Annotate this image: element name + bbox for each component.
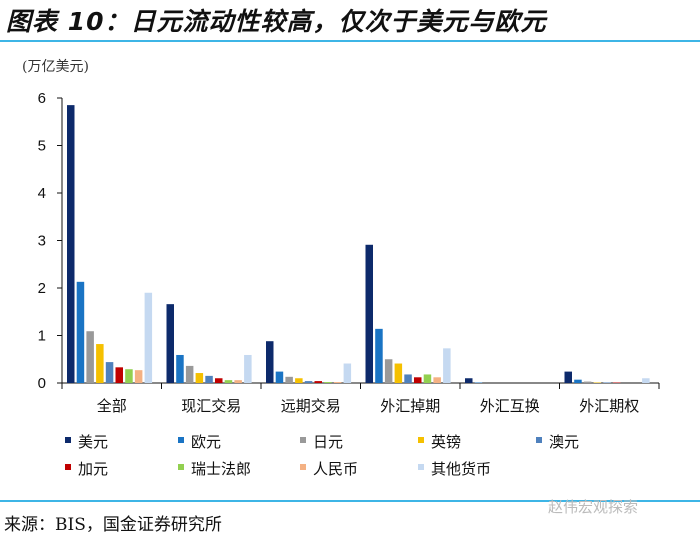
bar-欧元-现汇交易 bbox=[176, 354, 184, 383]
bar-加元-现汇交易 bbox=[215, 378, 223, 383]
bar-日元-全部 bbox=[86, 331, 94, 383]
bar-澳元-现汇交易 bbox=[205, 375, 213, 383]
bar-美元-全部 bbox=[67, 105, 75, 383]
title-divider bbox=[0, 40, 700, 42]
legend-label: 日元 bbox=[313, 433, 343, 451]
footer-divider bbox=[0, 500, 700, 502]
bar-澳元-外汇掉期 bbox=[404, 374, 412, 383]
bar-欧元-外汇掉期 bbox=[375, 328, 383, 383]
y-axis-unit-label: (万亿美元) bbox=[22, 59, 89, 75]
x-category-label: 远期交易 bbox=[281, 397, 341, 415]
x-category-label: 外汇期权 bbox=[579, 397, 639, 415]
bar-其他货币-远期交易 bbox=[343, 363, 352, 383]
bar-欧元-全部 bbox=[76, 281, 85, 383]
legend-swatch-澳元 bbox=[536, 437, 542, 443]
legend-label: 加元 bbox=[78, 460, 108, 478]
bar-澳元-全部 bbox=[105, 362, 114, 383]
legend-label: 瑞士法郎 bbox=[191, 460, 251, 478]
source-note: 来源：BIS，国金证券研究所 bbox=[4, 515, 222, 535]
legend-swatch-美元 bbox=[65, 437, 71, 443]
bar-人民币-远期交易 bbox=[333, 382, 342, 383]
bar-美元-现汇交易 bbox=[166, 304, 174, 383]
y-tick-label: 3 bbox=[38, 233, 46, 250]
bar-其他货币-全部 bbox=[144, 292, 153, 383]
legend-swatch-人民币 bbox=[300, 464, 306, 470]
legend-label: 人民币 bbox=[313, 460, 358, 478]
bar-瑞士法郎-现汇交易 bbox=[224, 380, 233, 383]
chart-title: 图表 10：日元流动性较高，仅次于美元与欧元 bbox=[6, 7, 547, 36]
bar-美元-远期交易 bbox=[266, 341, 274, 383]
bar-欧元-外汇期权 bbox=[574, 379, 582, 383]
x-category-label: 现汇交易 bbox=[181, 397, 241, 415]
bar-其他货币-外汇掉期 bbox=[443, 348, 451, 383]
bar-瑞士法郎-全部 bbox=[125, 369, 133, 383]
bar-日元-外汇期权 bbox=[583, 381, 592, 383]
legend-label: 美元 bbox=[78, 433, 108, 451]
x-category-label: 外汇互换 bbox=[480, 397, 540, 415]
legend-label: 澳元 bbox=[549, 433, 579, 451]
bar-日元-现汇交易 bbox=[185, 365, 194, 383]
bar-英镑-全部 bbox=[96, 344, 104, 383]
legend-swatch-英镑 bbox=[418, 437, 424, 443]
x-category-label: 全部 bbox=[97, 397, 127, 415]
watermark: 赵伟宏观探索 bbox=[548, 498, 639, 516]
legend-swatch-欧元 bbox=[178, 437, 184, 443]
legend-label: 其他货币 bbox=[431, 460, 491, 478]
bar-人民币-全部 bbox=[134, 370, 143, 383]
bar-加元-全部 bbox=[115, 367, 123, 383]
legend-swatch-日元 bbox=[300, 437, 306, 443]
bar-人民币-外汇掉期 bbox=[433, 377, 441, 383]
bar-英镑-外汇掉期 bbox=[394, 363, 403, 383]
bar-日元-远期交易 bbox=[285, 376, 293, 383]
bar-加元-远期交易 bbox=[314, 381, 322, 383]
bar-瑞士法郎-外汇掉期 bbox=[423, 374, 432, 383]
bar-其他货币-外汇期权 bbox=[642, 378, 650, 383]
legend-label: 英镑 bbox=[431, 433, 461, 451]
bar-美元-外汇期权 bbox=[564, 371, 572, 383]
y-tick-label: 2 bbox=[38, 280, 46, 297]
legend-swatch-瑞士法郎 bbox=[178, 464, 184, 470]
y-tick-label: 4 bbox=[38, 185, 46, 202]
y-tick-label: 1 bbox=[38, 328, 46, 345]
bar-瑞士法郎-远期交易 bbox=[324, 382, 332, 383]
legend-swatch-加元 bbox=[65, 464, 71, 470]
bar-英镑-现汇交易 bbox=[195, 373, 204, 383]
y-tick-label: 0 bbox=[38, 375, 46, 392]
bar-美元-外汇互换 bbox=[465, 378, 473, 383]
x-category-label: 外汇掉期 bbox=[380, 397, 440, 415]
y-tick-label: 5 bbox=[38, 138, 46, 155]
bar-美元-外汇掉期 bbox=[365, 244, 373, 383]
bar-其他货币-现汇交易 bbox=[244, 354, 252, 383]
bar-澳元-远期交易 bbox=[304, 381, 313, 383]
legend-label: 欧元 bbox=[191, 433, 221, 451]
bar-日元-外汇掉期 bbox=[384, 359, 393, 383]
y-tick-label: 6 bbox=[38, 90, 46, 107]
bar-英镑-远期交易 bbox=[295, 378, 303, 383]
bar-欧元-远期交易 bbox=[275, 371, 284, 383]
bar-人民币-现汇交易 bbox=[234, 380, 242, 383]
legend-swatch-其他货币 bbox=[418, 464, 424, 470]
bar-加元-外汇掉期 bbox=[414, 377, 422, 383]
